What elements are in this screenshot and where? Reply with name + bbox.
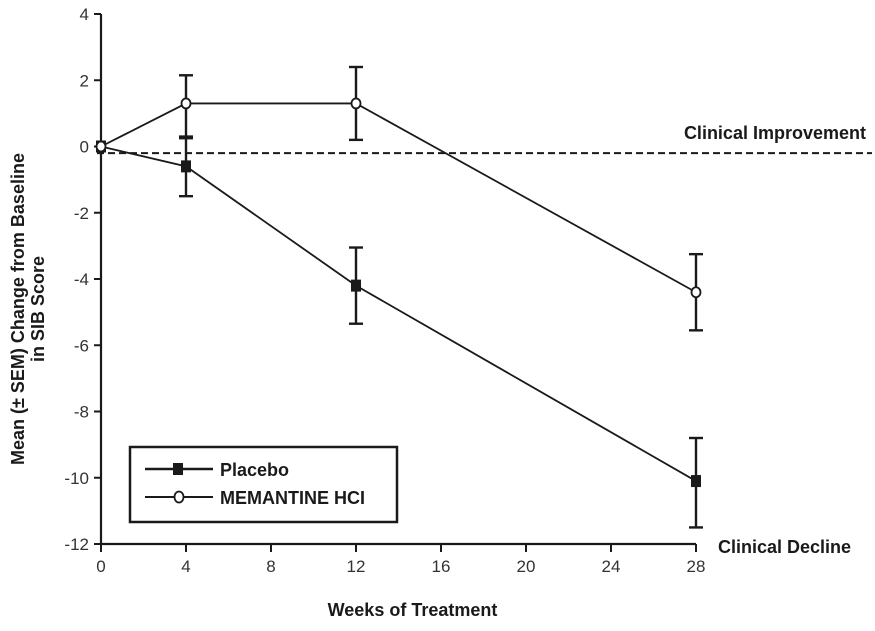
y-tick-label: -2 xyxy=(74,204,89,223)
x-tick-label: 24 xyxy=(602,557,621,576)
x-axis-title: Weeks of Treatment xyxy=(328,600,498,620)
x-tick-label: 12 xyxy=(347,557,366,576)
y-ticks: 4 2 0 -2 -4 -6 -8 -10 -12 xyxy=(64,5,101,554)
x-tick-label: 4 xyxy=(181,557,190,576)
data-point-filled-square xyxy=(181,160,191,173)
y-tick-label: 0 xyxy=(80,138,89,157)
data-point-filled-square xyxy=(351,279,361,292)
y-axis-title: Mean (± SEM) Change from Baseline in SIB… xyxy=(8,153,48,465)
y-tick-label: -10 xyxy=(64,469,89,488)
y-tick-label: -8 xyxy=(74,403,89,422)
legend-label-memantine: MEMANTINE HCI xyxy=(220,488,365,508)
data-point-filled-square xyxy=(691,475,701,488)
legend-box xyxy=(128,445,399,524)
y-axis-title-line1: Mean (± SEM) Change from Baseline xyxy=(8,153,28,465)
series-placebo xyxy=(96,135,703,529)
legend: Placebo MEMANTINE HCI xyxy=(128,445,399,524)
series-layer xyxy=(95,65,703,529)
x-tick-label: 20 xyxy=(517,557,536,576)
legend-item-memantine: MEMANTINE HCI xyxy=(145,488,365,508)
y-tick-label: 2 xyxy=(80,71,89,90)
legend-marker-filled-square xyxy=(173,463,183,475)
data-point-open-circle xyxy=(95,140,107,153)
x-tick-label: 0 xyxy=(96,557,105,576)
x-tick-label: 8 xyxy=(266,557,275,576)
annotation-clinical-decline: Clinical Decline xyxy=(718,537,851,557)
series-line xyxy=(100,145,697,482)
series-memantine xyxy=(95,65,703,332)
y-tick-label: -12 xyxy=(64,535,89,554)
y-tick-label: -4 xyxy=(74,270,89,289)
x-ticks: 0 4 8 12 16 20 24 28 xyxy=(96,544,705,576)
legend-item-placebo: Placebo xyxy=(145,460,289,480)
series-line xyxy=(100,102,697,294)
y-axis-title-line2: in SIB Score xyxy=(28,256,48,362)
y-tick-label: 4 xyxy=(80,5,89,24)
annotation-clinical-improvement: Clinical Improvement xyxy=(684,123,866,143)
data-point-open-circle xyxy=(690,286,702,299)
y-tick-label: -6 xyxy=(74,336,89,355)
x-tick-label: 28 xyxy=(687,557,706,576)
data-point-open-circle xyxy=(350,97,362,110)
legend-marker-open-circle xyxy=(173,490,185,504)
data-point-open-circle xyxy=(180,97,192,110)
x-tick-label: 16 xyxy=(432,557,451,576)
legend-label-placebo: Placebo xyxy=(220,460,289,480)
